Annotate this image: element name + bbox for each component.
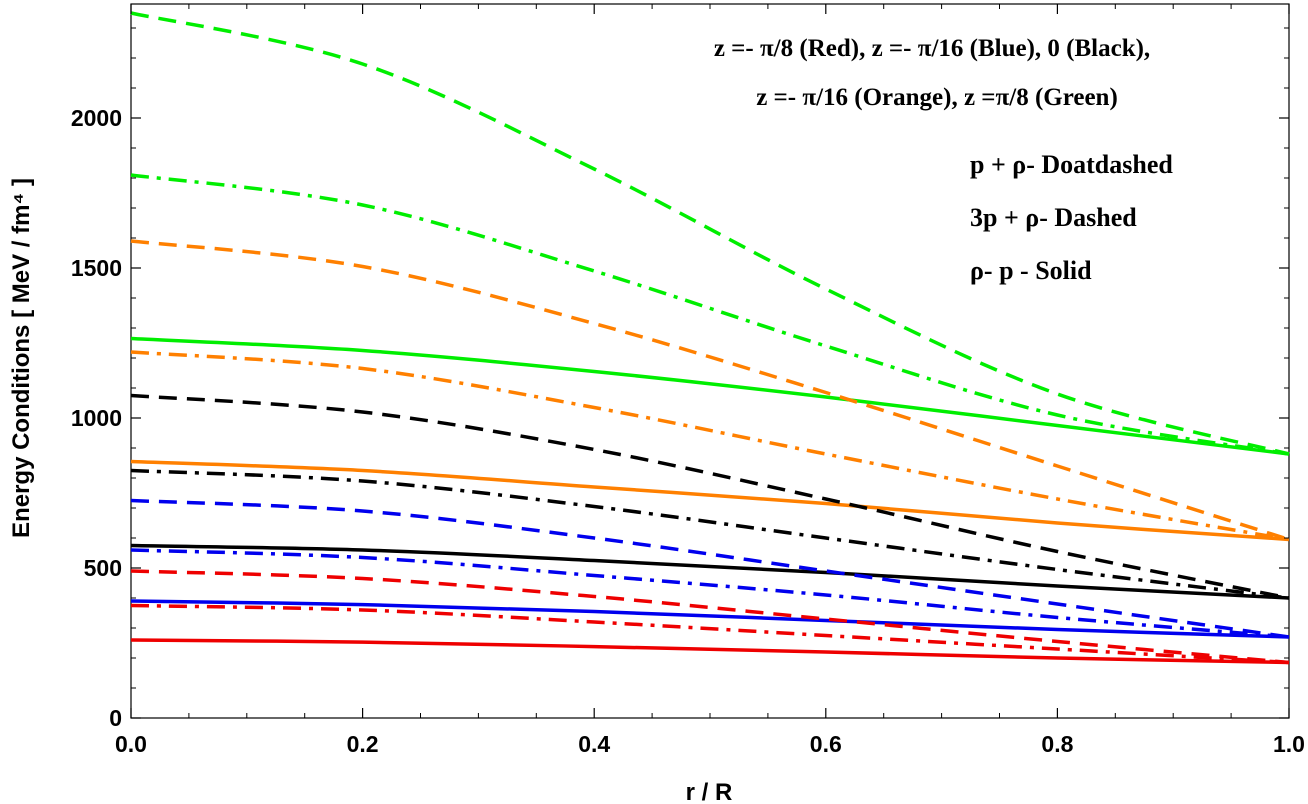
- x-tick-label: 0.2: [347, 731, 379, 757]
- series-line-15: [130, 638, 1290, 665]
- series-line-7: [130, 393, 1290, 600]
- x-tick-label: 0.0: [115, 731, 147, 757]
- annotation-dotdashed: p + ρ- Doatdashed: [970, 150, 1173, 179]
- series-line-6: [130, 459, 1290, 542]
- y-tick-label: 500: [84, 555, 122, 581]
- x-tick-label: 0.4: [578, 731, 610, 757]
- annotation-colors-line2: z =- π/16 (Orange), z =π/8 (Green): [756, 84, 1118, 111]
- x-tick-label: 0.8: [1041, 731, 1073, 757]
- y-tick-label: 1500: [71, 255, 122, 281]
- annotation-colors-line1: z =- π/8 (Red), z =- π/16 (Blue), 0 (Bla…: [714, 35, 1150, 62]
- series-line-13: [130, 569, 1290, 665]
- y-axis-title: Energy Conditions [ MeV / fm⁴ ]: [8, 178, 35, 538]
- series-line-5: [130, 350, 1290, 542]
- series-line-1: [130, 11, 1290, 456]
- series-line-3: [130, 336, 1290, 456]
- series-line-14: [130, 603, 1290, 665]
- series-line-2: [130, 173, 1290, 456]
- series-line-8: [130, 468, 1290, 600]
- series-line-10: [130, 498, 1290, 639]
- annotation-dashed: 3p + ρ- Dashed: [970, 203, 1137, 232]
- series-line-9: [130, 543, 1290, 600]
- y-tick-label: 0: [109, 705, 122, 731]
- x-tick-label: 1.0: [1273, 731, 1305, 757]
- x-axis-title: r / R: [686, 779, 733, 804]
- annotation-solid: ρ- p - Solid: [970, 256, 1092, 285]
- y-tick-label: 2000: [71, 105, 122, 131]
- series-line-12: [130, 599, 1290, 639]
- series-line-4: [130, 239, 1290, 542]
- y-tick-label: 1000: [71, 405, 122, 431]
- x-tick-label: 0.6: [810, 731, 842, 757]
- series-line-11: [130, 548, 1290, 639]
